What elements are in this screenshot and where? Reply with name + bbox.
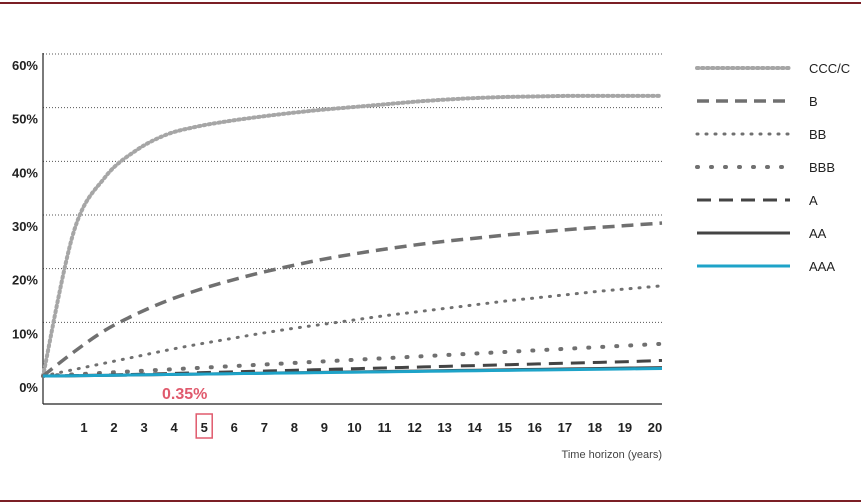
x-tick-label: 15 <box>498 420 512 435</box>
x-tick-label: 4 <box>171 420 179 435</box>
top-rule <box>0 2 861 4</box>
legend-label: A <box>809 193 818 208</box>
y-tick-label: 30% <box>12 219 38 234</box>
series-lines <box>41 93 664 378</box>
series-line-bb <box>41 284 664 378</box>
legend-label: BB <box>809 127 826 142</box>
x-tick-label: 12 <box>407 420 421 435</box>
x-tick-label: 20 <box>648 420 662 435</box>
x-tick-label: 1 <box>80 420 87 435</box>
y-tick-label: 0% <box>19 380 38 395</box>
series-line-b <box>41 221 663 378</box>
x-tick-label: 5 <box>201 420 208 435</box>
x-tick-label: 3 <box>140 420 147 435</box>
y-tick-label: 20% <box>12 273 38 288</box>
x-tick-label: 8 <box>291 420 298 435</box>
x-tick-label: 10 <box>347 420 361 435</box>
legend-label: CCC/C <box>809 61 850 76</box>
y-tick-label: 40% <box>12 165 38 180</box>
y-tick-label: 60% <box>12 58 38 73</box>
x-tick-label: 18 <box>588 420 602 435</box>
x-tick-label: 7 <box>261 420 268 435</box>
axes <box>42 53 662 405</box>
x-tick-label: 2 <box>110 420 117 435</box>
series-line-bbb <box>41 341 664 378</box>
x-tick-label: 19 <box>618 420 632 435</box>
x-tick-label: 9 <box>321 420 328 435</box>
x-tick-labels: 1 2 3 4 5 6 7 8 9 10 11 12 13 14 15 16 17 18 19 20 <box>80 420 662 435</box>
x-tick-label: 13 <box>437 420 451 435</box>
x-tick-label: 16 <box>528 420 542 435</box>
x-axis-label: Time horizon (years) <box>562 449 662 461</box>
legend-label: AAA <box>809 259 835 274</box>
x-tick-label: 6 <box>231 420 238 435</box>
legend-label: B <box>809 94 818 109</box>
x-tick-label: 11 <box>378 420 392 435</box>
series-line-aaa <box>42 366 663 378</box>
annotation-label: 0.35% <box>162 386 207 403</box>
legend-label: BBB <box>809 160 835 175</box>
y-tick-label: 50% <box>12 112 38 127</box>
x-tick-label: 14 <box>467 420 482 435</box>
bottom-rule <box>0 500 861 502</box>
legend-label: AA <box>809 226 827 241</box>
x-tick-label: 17 <box>558 420 572 435</box>
series-line-ccc-c <box>41 93 664 378</box>
y-tick-label: 10% <box>12 326 38 341</box>
highlight-box <box>195 413 213 439</box>
y-tick-labels: 0% 10% 20% 30% 40% 50% 60% <box>12 58 38 395</box>
